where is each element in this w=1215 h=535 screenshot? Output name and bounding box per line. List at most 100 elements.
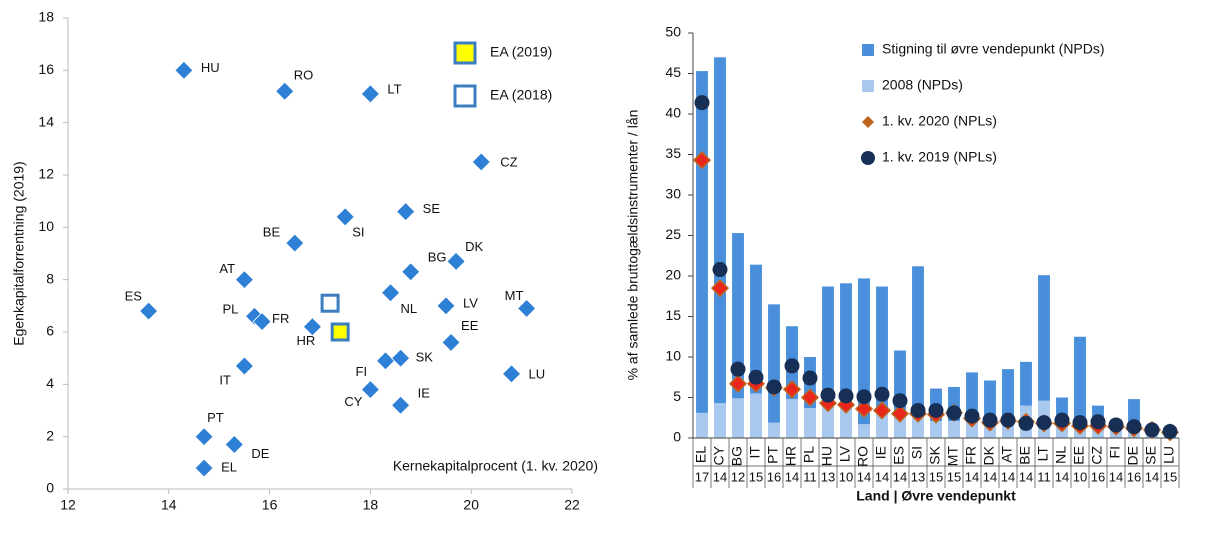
y-tick-label: 40 — [665, 105, 681, 121]
y-tick-label: 4 — [46, 375, 54, 391]
marker — [1090, 414, 1106, 430]
y-axis-label: % af samlede bruttogældsinstrumenter / l… — [625, 110, 641, 381]
point — [224, 434, 244, 455]
bar-segment — [840, 283, 852, 407]
point — [436, 296, 456, 316]
x-tick-label: LU — [1161, 446, 1177, 464]
x-tick-label-2: 14 — [983, 469, 997, 484]
x-tick-label: MT — [945, 446, 961, 467]
point-label: BE — [263, 224, 281, 239]
point-label: LT — [387, 81, 401, 96]
point — [380, 283, 401, 303]
x-tick-label: BG — [729, 446, 745, 466]
bar-segment — [1002, 422, 1014, 438]
bar-segment — [768, 422, 780, 438]
bar-segment — [750, 264, 762, 394]
y-tick-label: 50 — [665, 24, 681, 40]
point-label: ES — [125, 289, 143, 304]
x-tick-label: HR — [783, 446, 799, 466]
x-tick-label-2: 16 — [767, 469, 781, 484]
x-tick-label-2: 12 — [731, 469, 745, 484]
x-tick-label-2: 14 — [1109, 469, 1123, 484]
point — [360, 380, 380, 400]
x-tick-label: HU — [819, 446, 835, 466]
marker — [856, 389, 872, 405]
y-tick-label: 14 — [38, 113, 54, 129]
y-tick-label: 16 — [38, 61, 54, 77]
point-label: IE — [418, 386, 431, 401]
x-tick-label: 18 — [363, 497, 379, 513]
marker — [838, 388, 854, 404]
x-tick-label: LV — [837, 445, 853, 462]
point — [446, 251, 466, 271]
legend-label: 2008 (NPDs) — [882, 77, 963, 93]
marker — [928, 402, 944, 418]
bar-segment — [1074, 336, 1086, 426]
x-tick-label: EL — [693, 446, 709, 463]
x-tick-label-2: 10 — [1073, 469, 1087, 484]
bar-segment — [912, 266, 924, 409]
bar-segment — [858, 278, 870, 425]
point-label: HU — [201, 60, 220, 75]
marker — [692, 151, 712, 170]
highlight-point — [330, 322, 350, 342]
x-tick-label-2: 14 — [857, 469, 871, 484]
legend-swatch — [862, 116, 874, 128]
point-label: MT — [505, 288, 524, 303]
point-label: DK — [465, 239, 483, 254]
point-label: RO — [294, 68, 314, 83]
point — [302, 317, 323, 337]
x-tick-label: 22 — [564, 497, 580, 513]
x-tick-label: FR — [963, 446, 979, 465]
marker — [730, 361, 746, 377]
point-label: CY — [344, 394, 362, 409]
x-tick-label: CZ — [1089, 446, 1105, 465]
point-label: CZ — [500, 154, 517, 169]
bar-segment — [876, 410, 888, 438]
legend-label: 1. kv. 2020 (NPLs) — [882, 113, 997, 129]
point-label: IT — [219, 372, 231, 387]
marker — [1126, 419, 1142, 435]
y-tick-label: 12 — [38, 166, 54, 182]
x-tick-label-2: 15 — [929, 469, 943, 484]
point-label: HR — [296, 333, 315, 348]
x-tick-label-2: 14 — [1055, 469, 1069, 484]
bar-segment — [984, 425, 996, 438]
point — [471, 152, 491, 172]
y-tick-label: 0 — [46, 480, 54, 496]
bar-segment — [822, 399, 834, 438]
y-tick-label: 18 — [38, 9, 54, 25]
y-tick-label: 15 — [665, 307, 681, 323]
point-label: BG — [428, 249, 447, 264]
x-tick-label-2: 14 — [785, 469, 799, 484]
x-tick-label-2: 14 — [875, 469, 889, 484]
y-tick-label: 2 — [46, 427, 54, 443]
x-tick-label-2: 14 — [1001, 469, 1015, 484]
x-tick-label-2: 15 — [1163, 469, 1177, 484]
x-tick-label: NL — [1053, 446, 1069, 464]
point — [396, 202, 416, 222]
bar-segment — [840, 406, 852, 438]
x-axis-label: Kernekapitalprocent (1. kv. 2020) — [393, 458, 598, 474]
x-tick-label: IT — [747, 446, 763, 459]
y-tick-label: 45 — [665, 64, 681, 80]
bar-segment — [1128, 399, 1140, 424]
legend-swatch — [453, 41, 477, 65]
point — [501, 364, 522, 384]
x-tick-label: RO — [855, 446, 871, 467]
legend-label: EA (2018) — [490, 87, 552, 103]
x-tick-label: 20 — [463, 497, 479, 513]
point-label: DE — [251, 446, 269, 461]
x-tick-label-2: 10 — [839, 469, 853, 484]
y-tick-label: 35 — [665, 145, 681, 161]
x-tick-label: SK — [927, 445, 943, 464]
point — [391, 395, 411, 415]
x-tick-label-2: 15 — [749, 469, 763, 484]
x-tick-label-2: 11 — [1037, 469, 1051, 484]
point-label: EE — [461, 318, 479, 333]
point — [517, 298, 537, 319]
point-label: SE — [423, 201, 441, 216]
y-tick-label: 5 — [673, 388, 681, 404]
y-tick-label: 8 — [46, 270, 54, 286]
